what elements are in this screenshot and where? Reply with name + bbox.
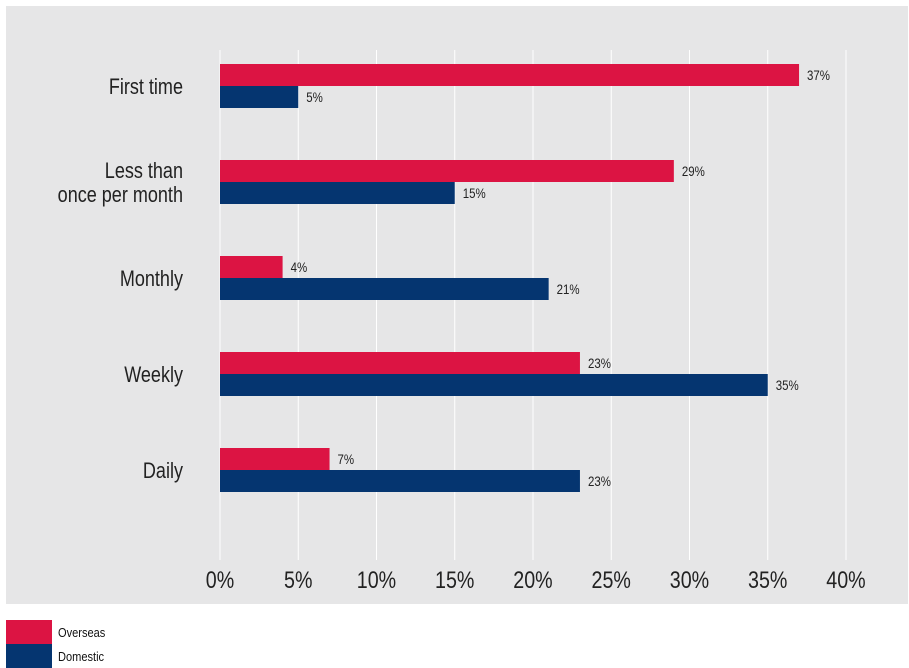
chart-panel bbox=[6, 6, 908, 604]
legend-label-domestic: Domestic bbox=[58, 648, 105, 664]
data-label-domestic: 23% bbox=[588, 473, 611, 489]
x-tick-label: 10% bbox=[357, 566, 396, 593]
data-label-overseas: 4% bbox=[291, 259, 308, 275]
data-label-overseas: 7% bbox=[338, 451, 355, 467]
category-label: Daily bbox=[143, 459, 184, 483]
data-label-overseas: 37% bbox=[807, 67, 830, 83]
data-label-overseas: 29% bbox=[682, 163, 705, 179]
bar-overseas bbox=[220, 448, 330, 470]
bar-domestic bbox=[220, 278, 549, 300]
legend-swatch-overseas bbox=[6, 620, 52, 644]
bar-overseas bbox=[220, 160, 674, 182]
x-tick-label: 25% bbox=[592, 566, 631, 593]
category-label: Less than bbox=[105, 159, 183, 183]
category-label: First time bbox=[109, 75, 183, 99]
bar-chart: 0% 5% 10% 15% 20% 25% 30% 35% 40% First time Less … bbox=[58, 50, 866, 593]
data-label-domestic: 5% bbox=[306, 89, 323, 105]
x-tick-label: 5% bbox=[284, 566, 312, 593]
bar-overseas bbox=[220, 256, 283, 278]
data-label-overseas: 23% bbox=[588, 355, 611, 371]
x-tick-label: 20% bbox=[513, 566, 552, 593]
x-tick-label: 0% bbox=[206, 566, 234, 593]
data-label-domestic: 21% bbox=[557, 281, 580, 297]
category-label: Weekly bbox=[124, 363, 184, 387]
x-tick-label: 15% bbox=[435, 566, 474, 593]
legend: Overseas Domestic bbox=[6, 620, 114, 668]
x-tick-label: 40% bbox=[826, 566, 865, 593]
bar-domestic bbox=[220, 374, 768, 396]
legend-label-overseas: Overseas bbox=[58, 624, 106, 640]
category-label: Monthly bbox=[120, 267, 184, 291]
category-label: once per month bbox=[58, 183, 183, 207]
legend-item-overseas: Overseas bbox=[6, 620, 114, 644]
legend-swatch-domestic bbox=[6, 644, 52, 668]
bar-domestic bbox=[220, 182, 455, 204]
data-label-domestic: 35% bbox=[776, 377, 799, 393]
bar-domestic bbox=[220, 86, 299, 108]
data-label-domestic: 15% bbox=[463, 185, 486, 201]
bar-overseas bbox=[220, 64, 800, 86]
legend-item-domestic: Domestic bbox=[6, 644, 114, 668]
bar-domestic bbox=[220, 470, 580, 492]
bar-overseas bbox=[220, 352, 580, 374]
x-tick-label: 30% bbox=[670, 566, 709, 593]
x-tick-label: 35% bbox=[748, 566, 787, 593]
